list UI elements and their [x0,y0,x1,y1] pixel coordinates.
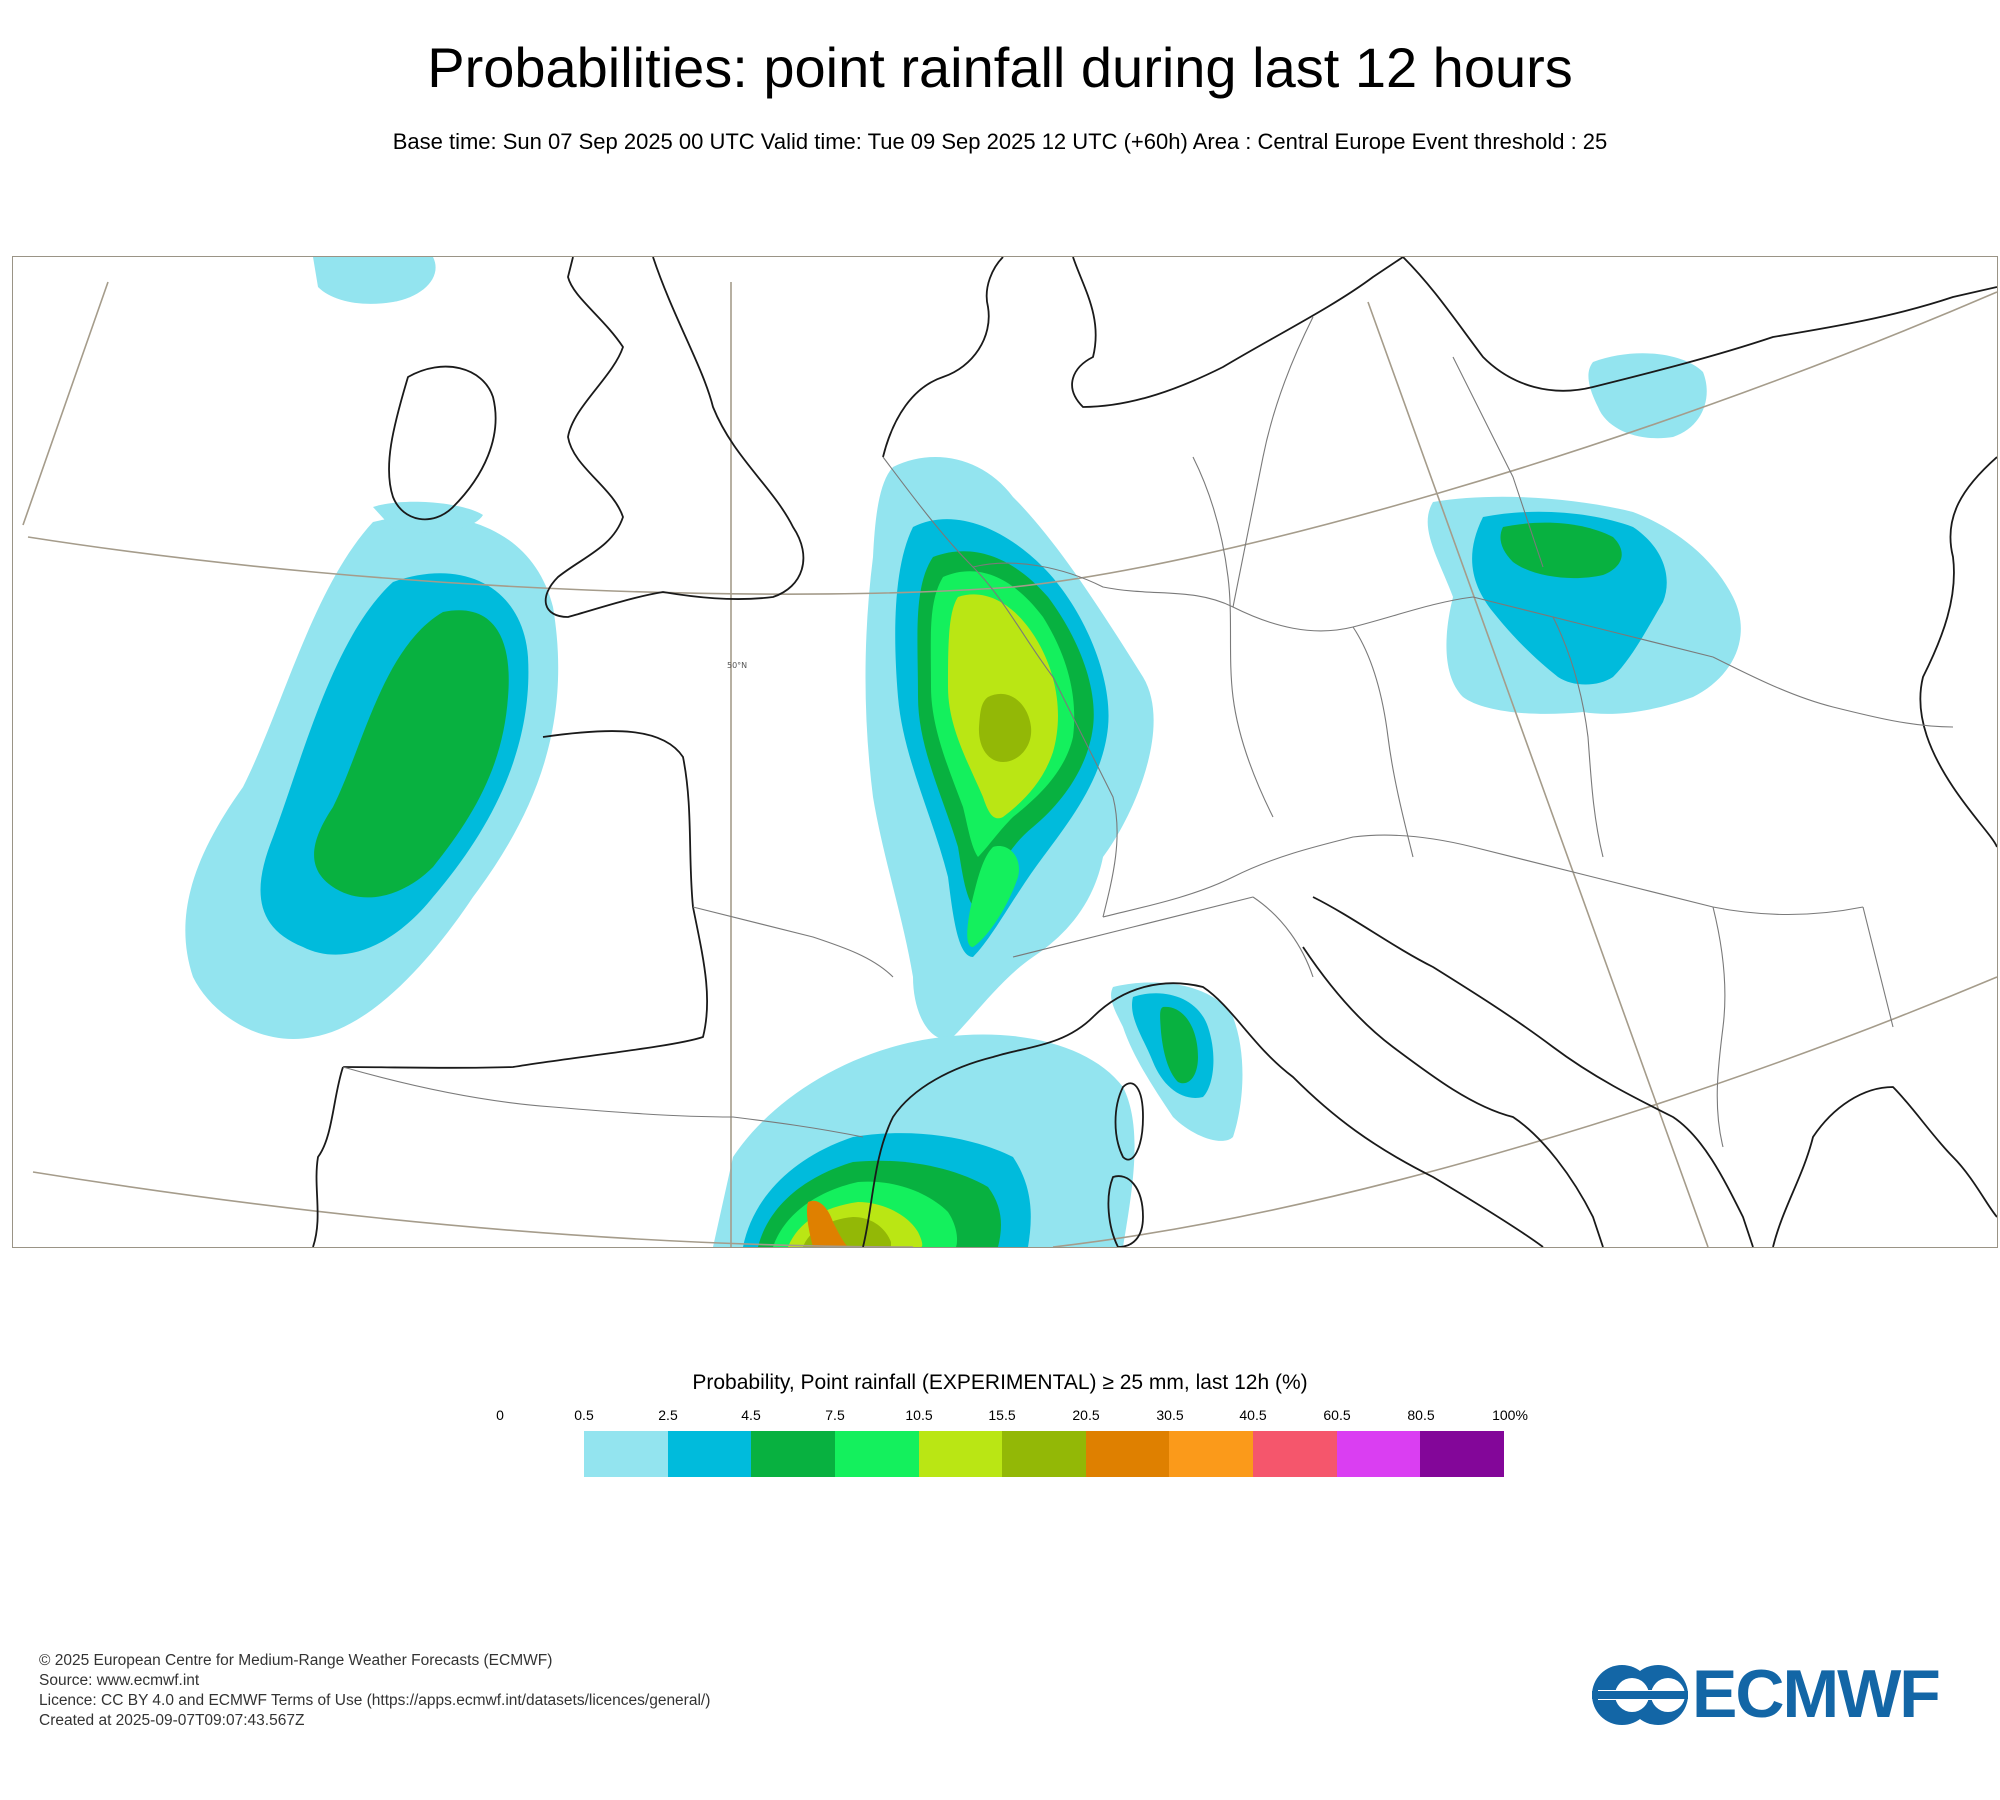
legend-swatch [667,1431,752,1477]
legend-ticks: 0 0.5 2.5 4.5 7.5 10.5 15.5 20.5 30.5 40… [0,1407,2000,1427]
shade-north-sea-top [313,257,436,304]
legend-swatch [834,1431,919,1477]
legend-swatch [1420,1431,1505,1477]
shade-alps-green [967,846,1019,947]
legend-swatch [751,1431,835,1477]
legend-tick: 0 [496,1407,504,1423]
shade-biscay-high [314,610,509,898]
legend-tick: 100% [1492,1407,1528,1423]
shade-benelux-olive [978,693,1032,762]
ecmwf-logo: ECMWF [1592,1656,1972,1732]
legend-tick: 40.5 [1239,1407,1267,1423]
legend-tick: 0.5 [574,1407,594,1423]
footer-created: Created at 2025-09-07T09:07:43.567Z [39,1712,305,1729]
coastlines [312,257,1997,1247]
legend-tick: 80.5 [1407,1407,1435,1423]
legend-tick: 4.5 [741,1407,761,1423]
chart-title: Probabilities: point rainfall during las… [427,36,1573,99]
legend-tick: 2.5 [658,1407,678,1423]
legend-tick: 20.5 [1072,1407,1100,1423]
lat-label-50n: 50°N [727,661,747,670]
probability-map[interactable]: 50°N [12,256,1998,1248]
legend-tick: 15.5 [988,1407,1016,1423]
footer-copyright: © 2025 European Centre for Medium-Range … [39,1652,553,1669]
map-svg: 50°N [22,257,1997,1247]
footer-source: Source: www.ecmwf.int [39,1672,200,1689]
chart-subtitle: Base time: Sun 07 Sep 2025 00 UTC Valid … [392,129,1608,154]
legend-swatch [1169,1431,1254,1477]
legend-title: Probability, Point rainfall (EXPERIMENTA… [692,1371,1308,1394]
footer: © 2025 European Centre for Medium-Range … [39,1651,710,1731]
legend-swatch [1085,1431,1170,1477]
country-borders [342,316,1954,1148]
legend-tick: 60.5 [1323,1407,1351,1423]
shade-med-orange [806,1200,848,1247]
legend-tick: 30.5 [1156,1407,1184,1423]
shade-central-high [1500,522,1622,579]
footer-licence: Licence: CC BY 4.0 and ECMWF Terms of Us… [39,1692,711,1709]
shade-corsica-high [1160,1006,1198,1084]
graticule [22,281,1997,1247]
legend-swatch [918,1431,1003,1477]
legend-colorbar [584,1431,1505,1477]
legend-swatch [584,1431,668,1477]
legend-swatch [1253,1431,1337,1477]
probability-shading [185,257,1741,1247]
ecmwf-logo-icon [1592,1665,1688,1725]
shade-poland [1588,353,1707,439]
legend-tick: 10.5 [905,1407,933,1423]
legend-swatch [1002,1431,1086,1477]
ecmwf-logo-text: ECMWF [1692,1656,1941,1732]
legend-tick: 7.5 [825,1407,845,1423]
legend-swatch [1336,1431,1421,1477]
